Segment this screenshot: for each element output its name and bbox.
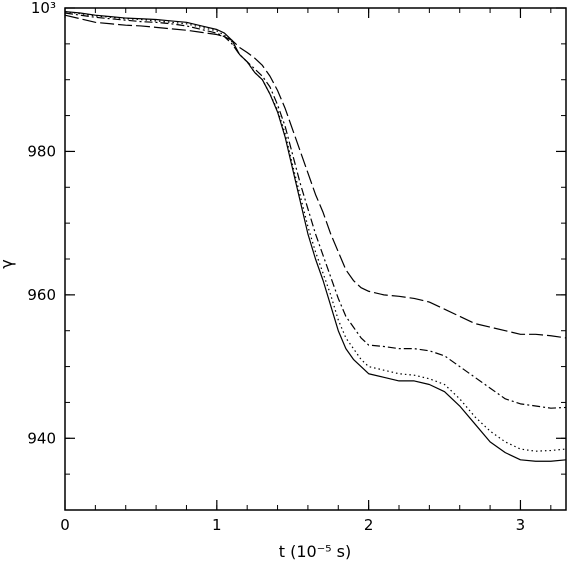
y-tick-label: 10³ [31,0,56,17]
x-tick-label: 0 [60,516,70,534]
x-tick-labels: 0 1 2 3 [60,516,525,534]
y-axis-label: γ [0,259,16,268]
y-tick-labels: 940 960 980 10³ [27,0,56,447]
x-tick-label: 1 [212,516,222,534]
y-tick-label: 960 [27,286,56,304]
series-line-solid [64,10,567,462]
x-axis-label: t (10⁻⁵ s) [279,542,351,561]
series-layer [64,10,567,462]
series-line-dotted [64,10,567,452]
series-line-dash-dot [64,12,567,409]
x-tick-label: 2 [364,516,374,534]
y-tick-label: 940 [27,429,56,447]
major-ticks [64,7,566,510]
y-tick-label: 980 [27,142,56,160]
x-tick-label: 3 [516,516,526,534]
series-line-long-dash [64,14,567,339]
